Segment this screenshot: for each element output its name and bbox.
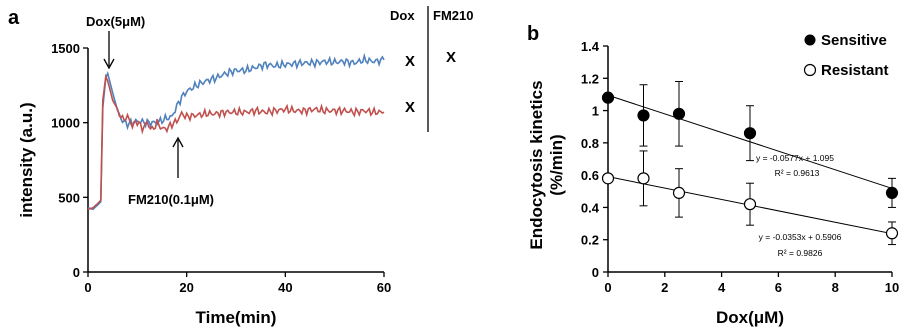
table-row1-fm210: X <box>446 49 456 66</box>
panel-b-scatter-chart: b 0 0.2 0.4 0.6 0.8 1 1.2 1.4 0 2 4 6 8 10 Endocytos… <box>527 23 899 327</box>
point-sensitive <box>637 109 650 122</box>
panel-b-x-tick-label: 2 <box>661 280 668 295</box>
point-resistant <box>743 198 757 211</box>
panel-b-y-tick-label: 1.2 <box>581 71 599 86</box>
panel-b-x-tick-label: 10 <box>885 280 899 295</box>
panel-a-x-tick-label: 60 <box>377 280 391 295</box>
panel-b-legend: Sensitive Resistant <box>803 32 889 79</box>
table-header-fm210: FM210 <box>433 8 473 23</box>
point-sensitive <box>885 186 899 199</box>
panel-b-y-tick-label: 0.6 <box>581 168 599 183</box>
series-line-blue <box>87 52 385 211</box>
treatment-table: Dox FM210 X X X <box>390 6 473 132</box>
point-sensitive <box>672 107 686 120</box>
panel-b-y-tick-label: 0 <box>592 265 599 280</box>
panel-a-y-tick-label: 500 <box>58 190 80 205</box>
equation-resistant: y = -0.0353x + 0.5906 <box>759 232 842 242</box>
r2-sensitive: R² = 0.9613 <box>775 168 820 178</box>
panel-a-y-tick-label: 1000 <box>51 116 80 131</box>
panel-b-x-tick-label: 8 <box>832 280 839 295</box>
panel-a-series <box>87 52 385 211</box>
annotation-dox: Dox(5μM) <box>86 14 145 29</box>
point-resistant <box>672 186 686 199</box>
panel-b-label: b <box>527 23 539 45</box>
point-resistant <box>601 172 615 185</box>
panel-b-x-axis-title: Dox(μM) <box>716 308 784 327</box>
panel-a-x-tick-label: 0 <box>84 280 91 295</box>
panel-b-x-tick-label: 0 <box>604 280 611 295</box>
panel-a-y-ticks: 0 500 1000 1500 <box>51 41 88 280</box>
panel-b-y-axis-title-line1: Endocytosis kinetics <box>527 80 546 249</box>
panel-b-y-tick-label: 1.4 <box>581 39 600 54</box>
legend-resistant-label: Resistant <box>821 62 889 79</box>
panel-a-x-axis-title: Time(min) <box>196 308 277 327</box>
panel-a-x-tick-label: 20 <box>179 280 193 295</box>
point-resistant <box>637 172 650 185</box>
point-sensitive <box>601 91 615 104</box>
panel-b-points <box>601 91 899 240</box>
panel-a-y-tick-label: 1500 <box>51 41 80 56</box>
panel-a-x-tick-label: 40 <box>278 280 292 295</box>
panel-b-y-tick-label: 0.8 <box>581 136 599 151</box>
panel-a-y-axis-title: intensity (a.u.) <box>17 102 36 217</box>
point-sensitive <box>743 127 757 140</box>
panel-a-label: a <box>8 7 20 29</box>
legend-sensitive-label: Sensitive <box>821 32 887 49</box>
legend-sensitive-marker <box>804 34 816 46</box>
panel-b-y-axis-title-line2: (%/min) <box>547 134 566 195</box>
panel-b-x-tick-label: 6 <box>775 280 782 295</box>
r2-resistant: R² = 0.9826 <box>778 248 823 258</box>
panel-b-x-tick-label: 4 <box>718 280 726 295</box>
panel-b-y-tick-label: 0.2 <box>581 233 599 248</box>
panel-a-x-ticks: 0 20 40 60 <box>84 272 391 295</box>
legend-resistant-marker <box>803 63 817 77</box>
series-line-red <box>87 73 385 211</box>
point-resistant <box>885 227 899 240</box>
annotation-fm210: FM210(0.1μM) <box>128 192 214 207</box>
table-header-dox: Dox <box>390 8 415 23</box>
panel-b-x-ticks: 0 2 4 6 8 10 <box>604 272 899 295</box>
table-row1-dox: X <box>405 53 415 70</box>
arrow-dox-icon <box>103 31 115 70</box>
panel-b-error-bars <box>639 81 896 246</box>
panel-a-y-tick-label: 0 <box>73 265 80 280</box>
table-row2-dox: X <box>405 99 415 116</box>
panel-b-y-tick-label: 0.4 <box>581 200 600 215</box>
panel-b-y-tick-label: 1 <box>592 104 599 119</box>
arrow-fm210-icon <box>172 136 184 178</box>
panel-b-y-ticks: 0 0.2 0.4 0.6 0.8 1 1.2 1.4 <box>581 39 608 280</box>
equation-sensitive: y = -0.0577x + 1.095 <box>756 153 834 163</box>
